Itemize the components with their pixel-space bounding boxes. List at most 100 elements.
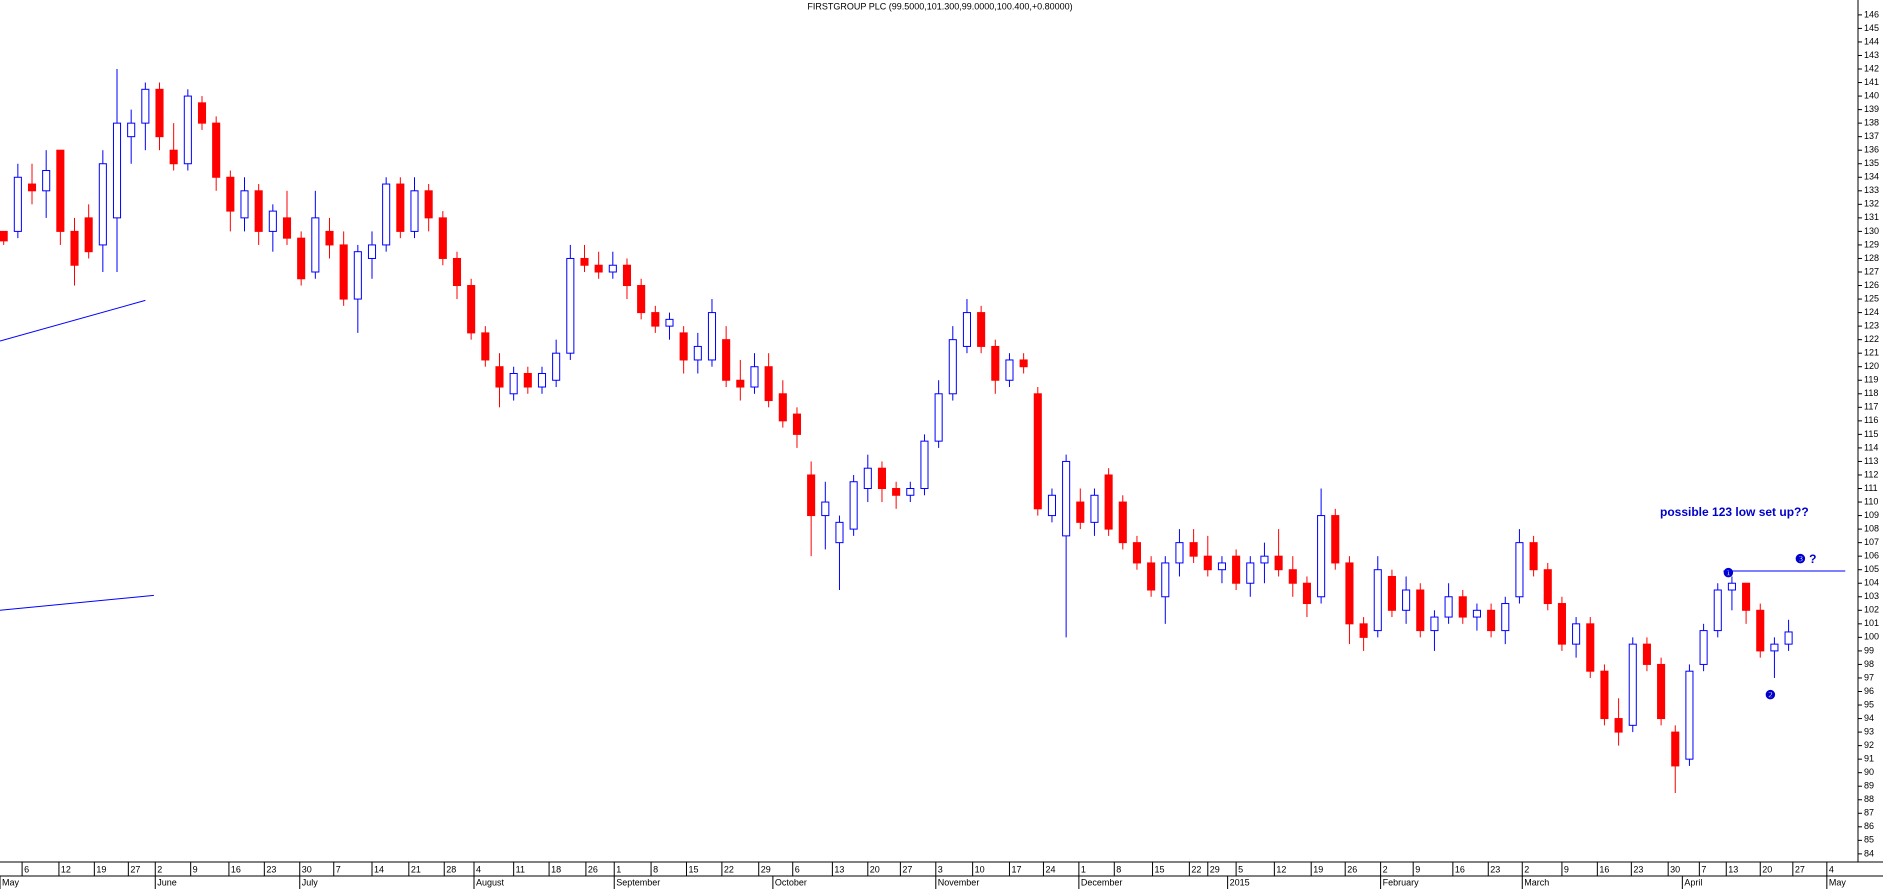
month-label: 2015	[1230, 877, 1250, 887]
candle-body	[1756, 609, 1765, 652]
y-tick-label: 127	[1864, 266, 1879, 276]
x-tick-label: 29	[761, 864, 771, 874]
month-label: September	[616, 877, 660, 887]
candle-body	[736, 379, 745, 388]
candle-body	[141, 88, 150, 124]
candle-body	[934, 393, 943, 442]
candle-body	[1600, 670, 1609, 720]
candle-body	[608, 264, 617, 273]
candle-body	[84, 217, 93, 253]
candle-body	[339, 244, 348, 300]
x-tick-label: 1	[1081, 864, 1086, 874]
candle-body	[240, 190, 249, 219]
y-tick-label: 88	[1864, 794, 1874, 804]
x-tick-label: 15	[688, 864, 698, 874]
trend-line	[0, 594, 154, 611]
candle-body	[1586, 623, 1595, 672]
candle-body	[1203, 555, 1212, 571]
y-tick-label: 111	[1864, 483, 1878, 493]
month-label: March	[1524, 877, 1549, 887]
annotation: ❶	[1723, 566, 1734, 580]
candle-body	[311, 217, 320, 273]
x-tick-label: 5	[1238, 864, 1243, 874]
y-tick-label: 99	[1864, 645, 1874, 655]
candle-body	[1161, 562, 1170, 598]
candle-body	[1543, 569, 1552, 605]
y-tick-label: 120	[1864, 361, 1879, 371]
candle-body	[566, 257, 575, 354]
candle-body	[1614, 718, 1623, 733]
candle-body	[1699, 630, 1708, 665]
x-tick-label: 2	[1524, 864, 1529, 874]
candle-body	[679, 332, 688, 361]
candle-body	[169, 149, 178, 165]
y-tick-label: 121	[1864, 348, 1879, 358]
x-tick-label: 14	[374, 864, 384, 874]
candle-body	[1132, 542, 1141, 564]
x-tick-label: 15	[1155, 864, 1165, 874]
candle-body	[778, 393, 787, 422]
candle-body	[1359, 623, 1368, 638]
y-tick-label: 109	[1864, 510, 1879, 520]
candle-body	[1189, 542, 1198, 557]
candle-body	[637, 285, 646, 314]
y-tick-label: 136	[1864, 145, 1879, 155]
candle-body	[1444, 596, 1453, 618]
candle-body	[1246, 562, 1255, 584]
x-tick-label: 16	[1455, 864, 1465, 874]
x-tick-label: 6	[24, 864, 29, 874]
candle-body	[226, 176, 235, 212]
y-tick-label: 98	[1864, 659, 1874, 669]
candle-body	[1175, 542, 1184, 564]
x-tick-label: 19	[96, 864, 106, 874]
x-tick-label: 17	[1011, 864, 1021, 874]
x-tick-label: 26	[588, 864, 598, 874]
candle-body	[112, 122, 122, 219]
y-tick-label: 142	[1864, 63, 1879, 73]
candle-body	[764, 366, 773, 402]
y-tick-label: 128	[1864, 253, 1879, 263]
candle-body	[1331, 515, 1340, 564]
candle-body	[707, 312, 717, 361]
candle-body	[1402, 589, 1411, 611]
x-tick-label: 30	[1670, 864, 1680, 874]
annotation: ❷	[1765, 688, 1776, 702]
y-tick-label: 106	[1864, 551, 1879, 561]
y-tick-label: 91	[1864, 754, 1874, 764]
month-label: July	[302, 877, 319, 887]
candle-body	[1557, 603, 1566, 645]
x-tick-label: 19	[1313, 864, 1323, 874]
x-tick-label: 16	[1599, 864, 1609, 874]
y-tick-label: 118	[1864, 388, 1878, 398]
candle-body	[537, 372, 547, 388]
y-tick-label: 113	[1864, 456, 1878, 466]
x-tick-label: 20	[870, 864, 880, 874]
candle-body	[438, 217, 447, 259]
x-tick-label: 28	[446, 864, 456, 874]
y-tick-label: 102	[1864, 605, 1879, 615]
month-label: February	[1383, 877, 1420, 887]
candle-body	[1260, 555, 1269, 564]
candle-body	[1373, 569, 1382, 632]
annotation: ❸ ?	[1795, 552, 1816, 566]
y-tick-label: 97	[1864, 672, 1874, 682]
month-label: June	[157, 877, 177, 887]
y-tick-label: 139	[1864, 104, 1879, 114]
candle-body	[977, 312, 986, 347]
candle-body	[792, 413, 802, 435]
candle-body	[1784, 631, 1793, 645]
candle-body	[1033, 393, 1042, 510]
y-tick-label: 84	[1864, 848, 1874, 858]
candle-body	[481, 332, 490, 361]
y-tick-label: 107	[1864, 537, 1879, 547]
x-tick-label: 21	[411, 864, 421, 874]
candle-body	[56, 149, 65, 232]
y-tick-label: 95	[1864, 699, 1874, 709]
y-tick-label: 116	[1864, 415, 1878, 425]
month-label: December	[1081, 877, 1123, 887]
candle-body	[863, 467, 872, 490]
candle-body	[70, 230, 79, 266]
y-tick-label: 89	[1864, 781, 1874, 791]
x-tick-label: 22	[1191, 864, 1201, 874]
